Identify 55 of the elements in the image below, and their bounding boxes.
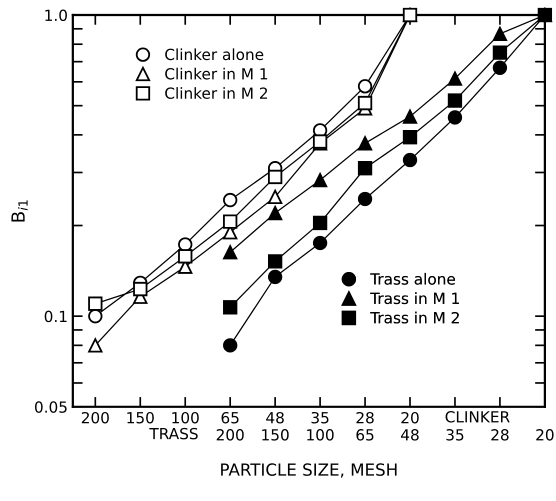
point bbox=[312, 172, 328, 188]
legend-label: Trass in M 2 bbox=[370, 312, 459, 324]
x-tick-label: 150 bbox=[127, 412, 154, 424]
point bbox=[358, 96, 372, 110]
point bbox=[268, 270, 282, 284]
legend-label: Clinker in M 2 bbox=[165, 87, 268, 99]
x-tick-label: 20 48 bbox=[401, 412, 419, 441]
point bbox=[268, 170, 282, 184]
y-tick-label: 0.1 bbox=[44, 310, 67, 322]
point bbox=[88, 296, 102, 311]
point bbox=[448, 93, 462, 108]
x-tick-label: 35 bbox=[446, 429, 464, 441]
point bbox=[268, 206, 282, 220]
legend-label: Trass alone bbox=[370, 272, 456, 285]
point bbox=[402, 130, 418, 144]
legend-label: Clinker in M 1 bbox=[165, 68, 268, 80]
x-axis-title: PARTICLE SIZE, MESH bbox=[221, 463, 397, 478]
x-tick-label: 200 bbox=[82, 412, 109, 424]
point bbox=[223, 338, 238, 352]
point bbox=[268, 254, 282, 269]
x-tick-label: 20 bbox=[536, 429, 554, 441]
point bbox=[178, 249, 192, 264]
point bbox=[133, 282, 148, 296]
y-axis-title: B$_{i1}$ bbox=[11, 200, 28, 222]
point bbox=[358, 161, 372, 176]
point bbox=[223, 192, 238, 208]
y-tick-label: 0.05 bbox=[34, 401, 67, 413]
x-tick-label: 28 bbox=[491, 429, 509, 441]
point bbox=[448, 110, 462, 125]
point bbox=[402, 109, 418, 124]
point bbox=[312, 236, 328, 250]
legend-label: Clinker alone bbox=[165, 48, 264, 60]
point bbox=[358, 79, 372, 94]
point bbox=[492, 46, 508, 60]
point bbox=[268, 190, 282, 204]
x-tick-label: 65 200 bbox=[216, 412, 244, 441]
point bbox=[492, 26, 508, 41]
legend-label: Trass in M 1 bbox=[370, 292, 459, 304]
point bbox=[402, 152, 418, 168]
point bbox=[88, 338, 102, 352]
point bbox=[223, 300, 238, 314]
text: TRASS bbox=[149, 428, 198, 440]
text: CLINKER bbox=[446, 411, 510, 423]
x-tick-label: 100 bbox=[172, 412, 199, 424]
x-tick-label: 28 65 bbox=[356, 412, 374, 441]
x-tick-label: 48 150 bbox=[262, 412, 289, 441]
point bbox=[223, 245, 238, 260]
point bbox=[312, 216, 328, 230]
x-tick-label: 35 100 bbox=[307, 412, 334, 441]
point bbox=[223, 214, 238, 229]
point bbox=[448, 71, 462, 86]
y-tick-label: 1.0 bbox=[45, 9, 67, 22]
point bbox=[358, 136, 372, 150]
point bbox=[358, 192, 372, 206]
point bbox=[492, 60, 508, 75]
